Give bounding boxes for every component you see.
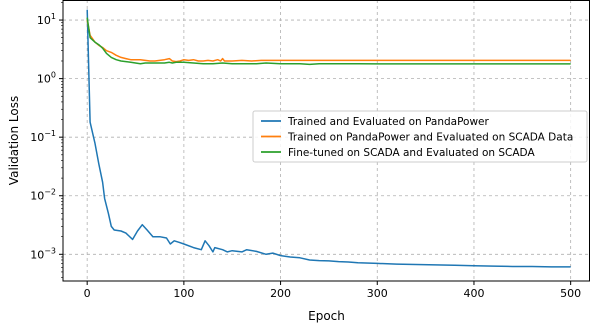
- legend-label-3: Fine-tuned on SCADA and Evaluated on SCA…: [288, 147, 535, 159]
- legend-box: [252, 110, 588, 163]
- legend-label-1: Trained and Evaluated on PandaPower: [287, 116, 490, 128]
- y-tick-label: 10−3: [30, 246, 56, 261]
- x-tick-label: 500: [560, 287, 581, 300]
- x-tick-label: 100: [173, 287, 194, 300]
- x-tick-label: 300: [367, 287, 388, 300]
- axis-ticks: 0 100 200 300 400 500 101 100 10−1 10−2 10−3: [30, 2, 581, 300]
- plot-lines: [86, 9, 571, 268]
- x-tick-label: 400: [463, 287, 484, 300]
- y-tick-label: 10−2: [30, 188, 56, 203]
- series-line-3: [86, 17, 571, 66]
- x-tick-label: 200: [270, 287, 291, 300]
- x-tick-label: 0: [84, 287, 91, 300]
- legend: Trained and Evaluated on PandaPower Train…: [252, 110, 588, 163]
- x-axis-label: Epoch: [308, 309, 345, 323]
- y-tick-label: 10−1: [30, 129, 56, 144]
- y-axis-label: Validation Loss: [7, 96, 21, 185]
- series-line-1: [86, 9, 571, 268]
- legend-label-2: Trained on PandaPower and Evaluated on S…: [287, 132, 573, 144]
- plot-frame: [62, 0, 590, 282]
- y-tick-label: 100: [37, 71, 56, 86]
- series-line-2: [86, 19, 571, 63]
- y-tick-label: 101: [37, 12, 56, 27]
